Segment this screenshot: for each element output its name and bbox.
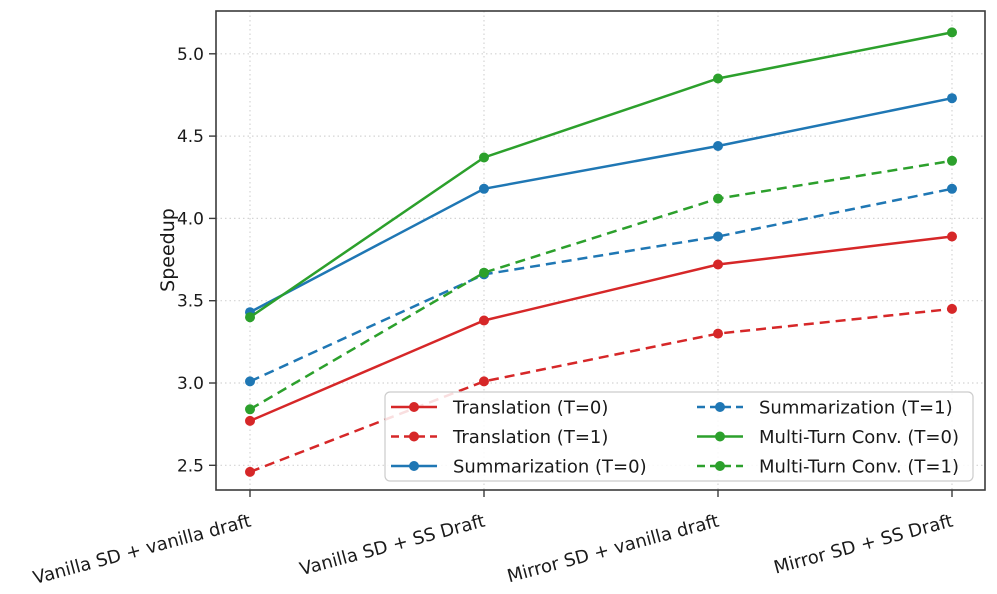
data-point — [245, 312, 255, 323]
legend: Translation (T=0) Translation (T=1) Summar… — [384, 391, 974, 482]
series-multi-turn-conv-t-1 — [245, 155, 957, 415]
grid-lines — [216, 11, 985, 490]
legend-label: Summarization (T=1) — [759, 398, 953, 419]
data-point — [947, 183, 957, 194]
legend-marker — [409, 461, 419, 471]
legend-item-summarization-t-1: Summarization (T=1) — [697, 398, 953, 419]
legend-marker — [715, 461, 725, 471]
data-series — [245, 27, 957, 477]
data-point — [713, 259, 723, 270]
series-summarization-t-0 — [245, 93, 957, 318]
legend-label: Translation (T=0) — [452, 398, 608, 419]
data-point — [479, 152, 489, 163]
y-axis-label: Speedup — [157, 208, 179, 292]
series-multi-turn-conv-t-0 — [245, 27, 957, 323]
data-point — [245, 415, 255, 426]
legend-marker — [715, 402, 725, 412]
data-point — [479, 183, 489, 194]
data-point — [947, 93, 957, 104]
data-point — [713, 73, 723, 84]
series-line — [249, 307, 953, 474]
legend-item-translation-t-1: Translation (T=1) — [391, 427, 608, 448]
axes — [209, 10, 986, 497]
y-tick-label: 4.0 — [177, 209, 204, 229]
legend-item-multi-turn-conv-t-0: Multi-Turn Conv. (T=0) — [697, 427, 959, 448]
x-tick-label: Mirror SD + vanilla draft — [505, 511, 721, 588]
data-point — [713, 328, 723, 339]
y-tick-label: 2.5 — [177, 456, 204, 476]
legend-item-translation-t-0: Translation (T=0) — [391, 398, 608, 419]
x-tick-label: Vanilla SD + vanilla draft — [31, 511, 253, 589]
data-point — [245, 376, 255, 387]
series-line — [249, 187, 953, 383]
series-translation-t-0 — [245, 231, 957, 426]
legend-label: Multi-Turn Conv. (T=0) — [759, 427, 959, 448]
plot-frame — [215, 10, 986, 491]
legend-marker — [715, 431, 725, 442]
x-tick-label: Mirror SD + SS Draft — [772, 511, 956, 579]
legend-label: Translation (T=1) — [452, 427, 608, 448]
data-point — [947, 231, 957, 242]
data-point — [947, 155, 957, 166]
legend-label: Summarization (T=0) — [453, 457, 647, 478]
legend-label: Multi-Turn Conv. (T=1) — [759, 457, 959, 478]
data-point — [713, 231, 723, 242]
data-point — [947, 27, 957, 38]
legend-item-summarization-t-0: Summarization (T=0) — [391, 457, 647, 478]
series-line — [249, 235, 953, 423]
legend-marker — [409, 431, 419, 442]
y-tick-label: 5.0 — [177, 45, 204, 65]
data-point — [245, 404, 255, 415]
data-point — [947, 303, 957, 314]
data-point — [713, 193, 723, 204]
series-line — [249, 159, 953, 411]
legend-marker — [409, 402, 419, 412]
series-translation-t-1 — [245, 303, 957, 477]
series-line — [249, 96, 953, 314]
series-line — [249, 31, 953, 319]
legend-box — [384, 391, 974, 482]
legend-item-multi-turn-conv-t-1: Multi-Turn Conv. (T=1) — [697, 457, 959, 478]
y-tick-label: 3.5 — [177, 292, 204, 312]
y-tick-label: 3.0 — [177, 374, 204, 394]
series-summarization-t-1 — [245, 183, 957, 387]
data-point — [479, 376, 489, 387]
data-point — [479, 267, 489, 278]
data-point — [479, 315, 489, 326]
data-point — [245, 466, 255, 477]
x-tick-label: Vanilla SD + SS Draft — [297, 511, 487, 581]
data-point — [713, 141, 723, 151]
y-tick-label: 4.5 — [177, 127, 204, 147]
